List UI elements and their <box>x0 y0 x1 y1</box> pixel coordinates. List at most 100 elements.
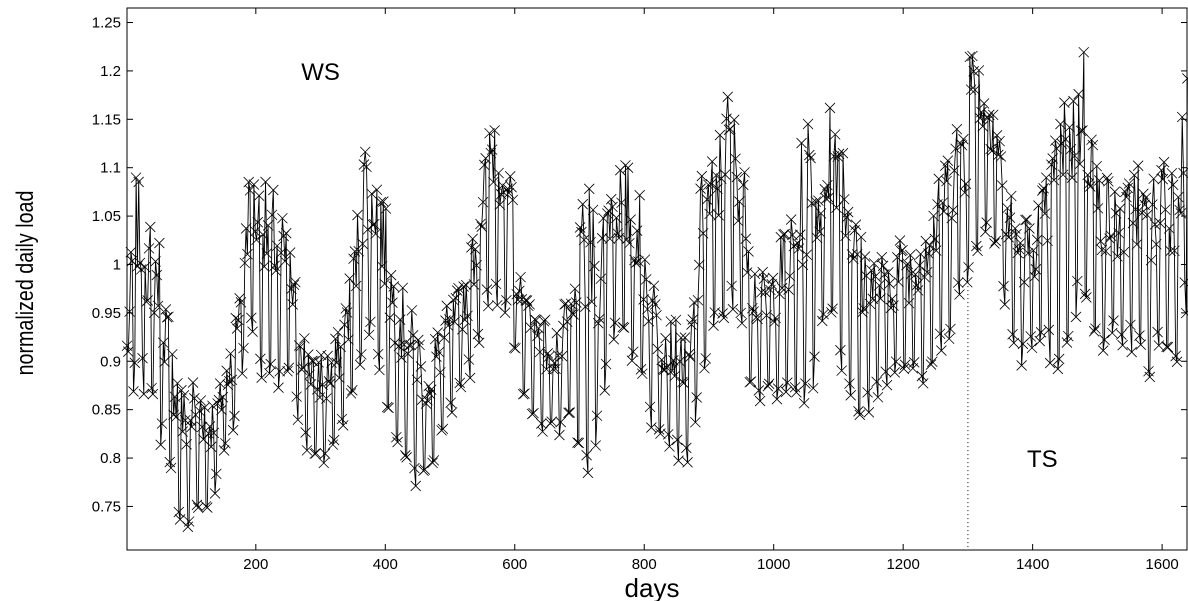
plot-area-frame <box>126 7 1188 551</box>
data-point-marker <box>223 375 235 387</box>
data-point-marker <box>942 155 954 166</box>
data-point-marker <box>248 179 260 190</box>
data-point-marker <box>573 437 585 449</box>
data-point-marker <box>297 362 309 373</box>
data-point-marker <box>833 148 845 160</box>
data-point-marker <box>469 243 481 255</box>
data-point-marker <box>488 176 499 188</box>
data-point-marker <box>936 345 947 356</box>
data-point-marker <box>719 169 731 180</box>
data-point-marker <box>280 227 292 239</box>
data-point-marker <box>1100 245 1112 257</box>
data-point-marker <box>524 299 535 310</box>
data-point-marker <box>189 393 200 404</box>
data-point-marker <box>898 363 910 375</box>
data-point-marker <box>220 437 231 449</box>
data-point-marker <box>870 271 881 282</box>
data-point-marker <box>933 173 945 185</box>
data-point-marker <box>1148 173 1159 185</box>
data-point-marker <box>253 190 265 201</box>
data-point-marker <box>754 395 766 407</box>
data-point-marker <box>261 248 273 259</box>
data-point-marker <box>296 364 308 375</box>
data-point-marker <box>282 365 293 377</box>
data-point-marker <box>1060 133 1071 145</box>
data-point-marker <box>310 447 322 459</box>
data-point-marker <box>409 462 420 474</box>
data-point-marker <box>1103 176 1114 187</box>
data-point-marker <box>770 312 781 324</box>
data-point-marker <box>415 361 427 372</box>
data-point-marker <box>340 303 352 314</box>
data-point-marker <box>221 365 232 377</box>
data-point-marker <box>1048 174 1060 186</box>
data-point-marker <box>1012 247 1024 259</box>
data-point-marker <box>1003 232 1014 243</box>
data-point-marker <box>877 260 889 272</box>
data-point-marker <box>519 388 530 399</box>
data-point-marker <box>242 248 253 260</box>
data-point-marker <box>477 196 489 208</box>
data-point-marker <box>178 390 190 401</box>
data-point-marker <box>1145 254 1157 266</box>
data-point-marker <box>582 467 594 479</box>
data-point-marker <box>348 253 359 265</box>
data-point-marker <box>1108 315 1119 326</box>
data-point-marker <box>662 429 674 440</box>
data-point-marker <box>776 282 788 294</box>
data-point-marker <box>1044 357 1056 369</box>
data-point-marker <box>427 457 438 469</box>
data-point-marker <box>157 337 169 348</box>
data-point-marker <box>273 382 284 393</box>
data-point-marker <box>1144 371 1156 383</box>
data-point-marker <box>793 243 805 254</box>
data-point-marker <box>503 187 515 199</box>
data-point-marker <box>1169 245 1180 257</box>
data-point-marker <box>1173 191 1184 203</box>
data-point-marker <box>581 449 592 461</box>
data-point-marker <box>304 369 315 381</box>
data-point-marker <box>1139 199 1150 211</box>
data-point-marker <box>618 322 630 334</box>
data-point-marker <box>168 409 179 421</box>
data-point-marker <box>357 238 368 250</box>
data-point-marker <box>1007 329 1018 340</box>
data-point-marker <box>1156 164 1167 176</box>
data-point-marker <box>739 167 750 178</box>
data-point-marker <box>1128 169 1140 181</box>
data-point-marker <box>152 300 164 312</box>
data-point-marker <box>735 307 746 319</box>
data-point-marker <box>422 394 433 406</box>
data-point-marker <box>238 342 249 354</box>
x-tick-label: 1000 <box>757 556 790 573</box>
data-point-marker <box>736 317 748 329</box>
data-point-marker <box>394 314 406 325</box>
data-point-marker <box>501 295 512 306</box>
data-point-marker <box>1092 203 1104 214</box>
data-point-marker <box>587 204 599 216</box>
data-point-marker <box>277 212 288 224</box>
data-point-marker <box>633 256 644 267</box>
data-point-marker <box>892 252 903 263</box>
data-point-marker <box>371 184 383 196</box>
data-point-marker <box>345 388 357 399</box>
data-point-marker <box>1167 179 1179 191</box>
data-point-marker <box>551 327 563 339</box>
data-point-marker <box>554 429 565 441</box>
data-point-marker <box>493 167 504 179</box>
data-point-marker <box>251 234 262 246</box>
data-point-marker <box>747 302 758 314</box>
data-point-marker <box>336 413 348 425</box>
data-point-marker <box>920 235 932 247</box>
data-point-marker <box>1147 199 1158 210</box>
data-point-marker <box>1070 311 1082 323</box>
data-point-marker <box>170 411 182 423</box>
data-point-marker <box>797 259 809 271</box>
data-point-marker <box>1104 233 1115 244</box>
data-point-marker <box>1090 323 1101 334</box>
data-point-marker <box>515 271 526 283</box>
data-point-marker <box>656 354 667 366</box>
data-point-marker <box>563 407 574 419</box>
data-point-marker <box>617 321 629 333</box>
data-point-marker <box>783 284 794 295</box>
